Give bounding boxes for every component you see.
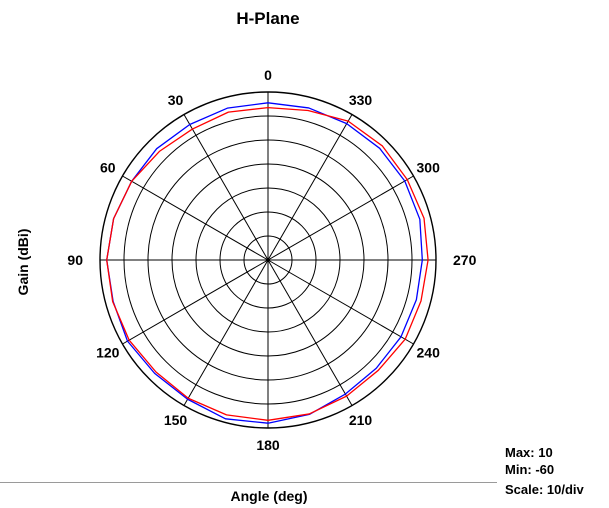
stat-scale: Scale: 10/div bbox=[505, 482, 585, 497]
grid-spoke bbox=[122, 175, 269, 261]
angle-tick-label: 0 bbox=[264, 67, 272, 83]
grid-spoke bbox=[267, 114, 353, 261]
grid-spoke bbox=[122, 259, 269, 345]
series-group bbox=[106, 102, 429, 424]
series-line-1 bbox=[106, 102, 423, 424]
grid-spoke bbox=[183, 114, 269, 261]
polar-grid bbox=[99, 91, 437, 429]
chart-title: H-Plane bbox=[236, 9, 299, 28]
stat-max: Max: 10 bbox=[505, 445, 553, 460]
angle-tick-label: 270 bbox=[453, 252, 477, 268]
grid-spoke bbox=[267, 175, 414, 261]
angle-tick-label: 330 bbox=[349, 92, 373, 108]
grid-spoke bbox=[267, 259, 414, 345]
angle-tick-label: 90 bbox=[67, 252, 83, 268]
series-line-2 bbox=[106, 106, 429, 421]
angle-tick-label: 300 bbox=[417, 160, 441, 176]
angle-tick-label: 30 bbox=[168, 92, 184, 108]
grid-spoke bbox=[267, 259, 353, 406]
angle-tick-label: 60 bbox=[100, 160, 116, 176]
bottom-divider bbox=[0, 482, 497, 483]
angle-tick-label: 210 bbox=[349, 412, 373, 428]
angle-tick-label: 150 bbox=[164, 412, 188, 428]
angle-tick-labels: 0 30 60 90 120 150 180 210 240 270 300 330 bbox=[67, 67, 476, 453]
angle-tick-label: 180 bbox=[256, 437, 280, 453]
x-axis-label: Angle (deg) bbox=[231, 488, 308, 504]
stat-min: Min: -60 bbox=[505, 462, 554, 477]
y-axis-label: Gain (dBi) bbox=[15, 229, 31, 296]
angle-tick-label: 240 bbox=[417, 345, 441, 361]
grid-spoke bbox=[183, 259, 269, 406]
angle-tick-label: 120 bbox=[96, 345, 120, 361]
